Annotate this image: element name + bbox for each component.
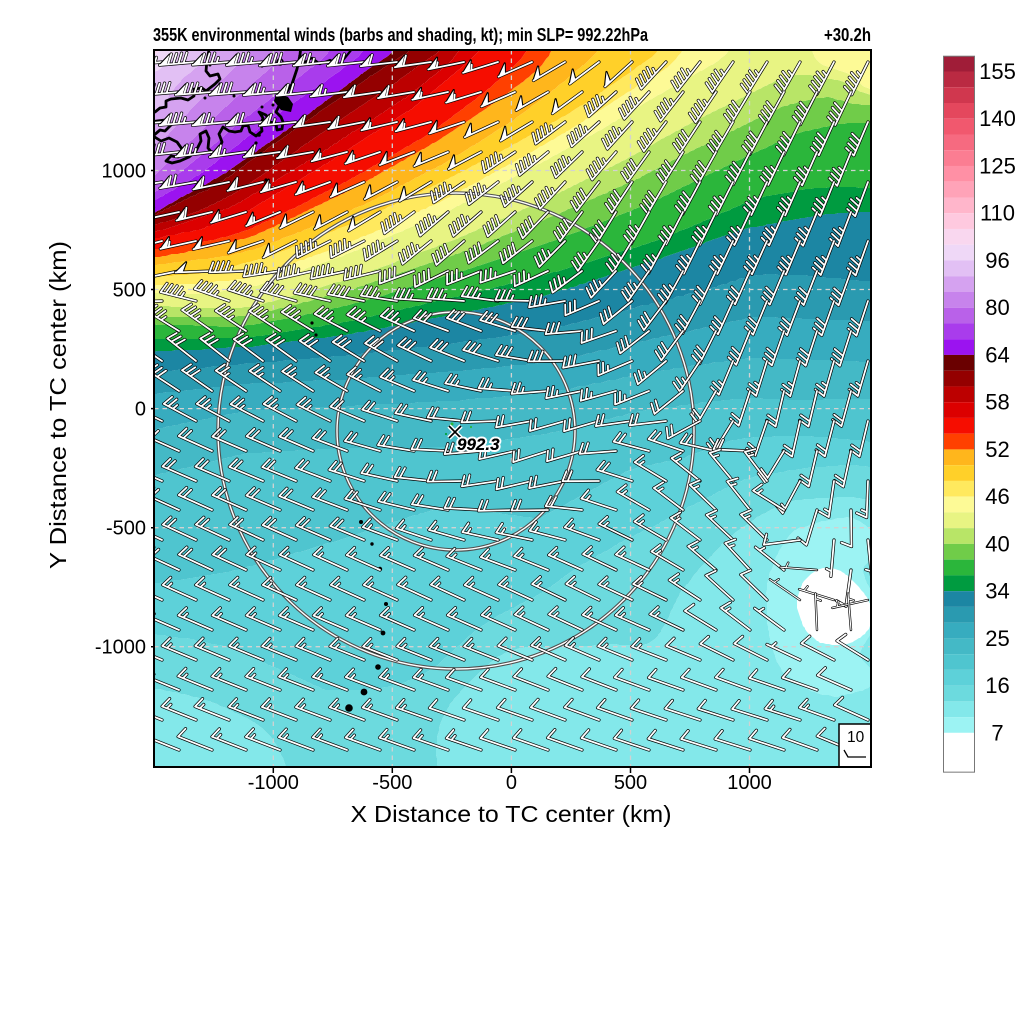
svg-text:110: 110 [980,201,1015,226]
svg-text:34: 34 [985,579,1009,604]
svg-text:992.3: 992.3 [457,435,500,454]
svg-text:+30.2h: +30.2h [824,25,871,45]
svg-text:1000: 1000 [727,772,772,794]
svg-text:52: 52 [985,437,1009,462]
svg-text:-500: -500 [372,772,412,794]
svg-text:0: 0 [506,772,517,794]
svg-text:500: 500 [614,772,647,794]
svg-text:125: 125 [979,154,1016,179]
svg-text:0: 0 [135,399,146,421]
svg-text:96: 96 [985,248,1009,273]
svg-text:-500: -500 [106,518,146,540]
svg-text:355K environmental winds (barb: 355K environmental winds (barbs and shad… [153,25,649,45]
svg-text:992.3: 992.3 [457,435,500,454]
svg-text:80: 80 [985,295,1009,320]
svg-text:16: 16 [985,673,1009,698]
svg-text:140: 140 [979,106,1016,131]
svg-text:25: 25 [985,626,1009,651]
svg-text:X Distance to TC center (km): X Distance to TC center (km) [351,801,672,827]
svg-text:-1000: -1000 [248,772,299,794]
svg-text:-1000: -1000 [95,637,146,659]
svg-text:1000: 1000 [102,161,147,183]
svg-text:58: 58 [985,390,1009,415]
svg-text:46: 46 [985,484,1009,509]
svg-text:7: 7 [991,720,1003,745]
svg-text:500: 500 [113,280,146,302]
svg-text:64: 64 [985,342,1009,367]
svg-text:10: 10 [847,729,865,746]
svg-text:40: 40 [985,531,1009,556]
svg-text:155: 155 [979,59,1016,84]
svg-text:Y Distance to TC center (km): Y Distance to TC center (km) [45,241,71,569]
